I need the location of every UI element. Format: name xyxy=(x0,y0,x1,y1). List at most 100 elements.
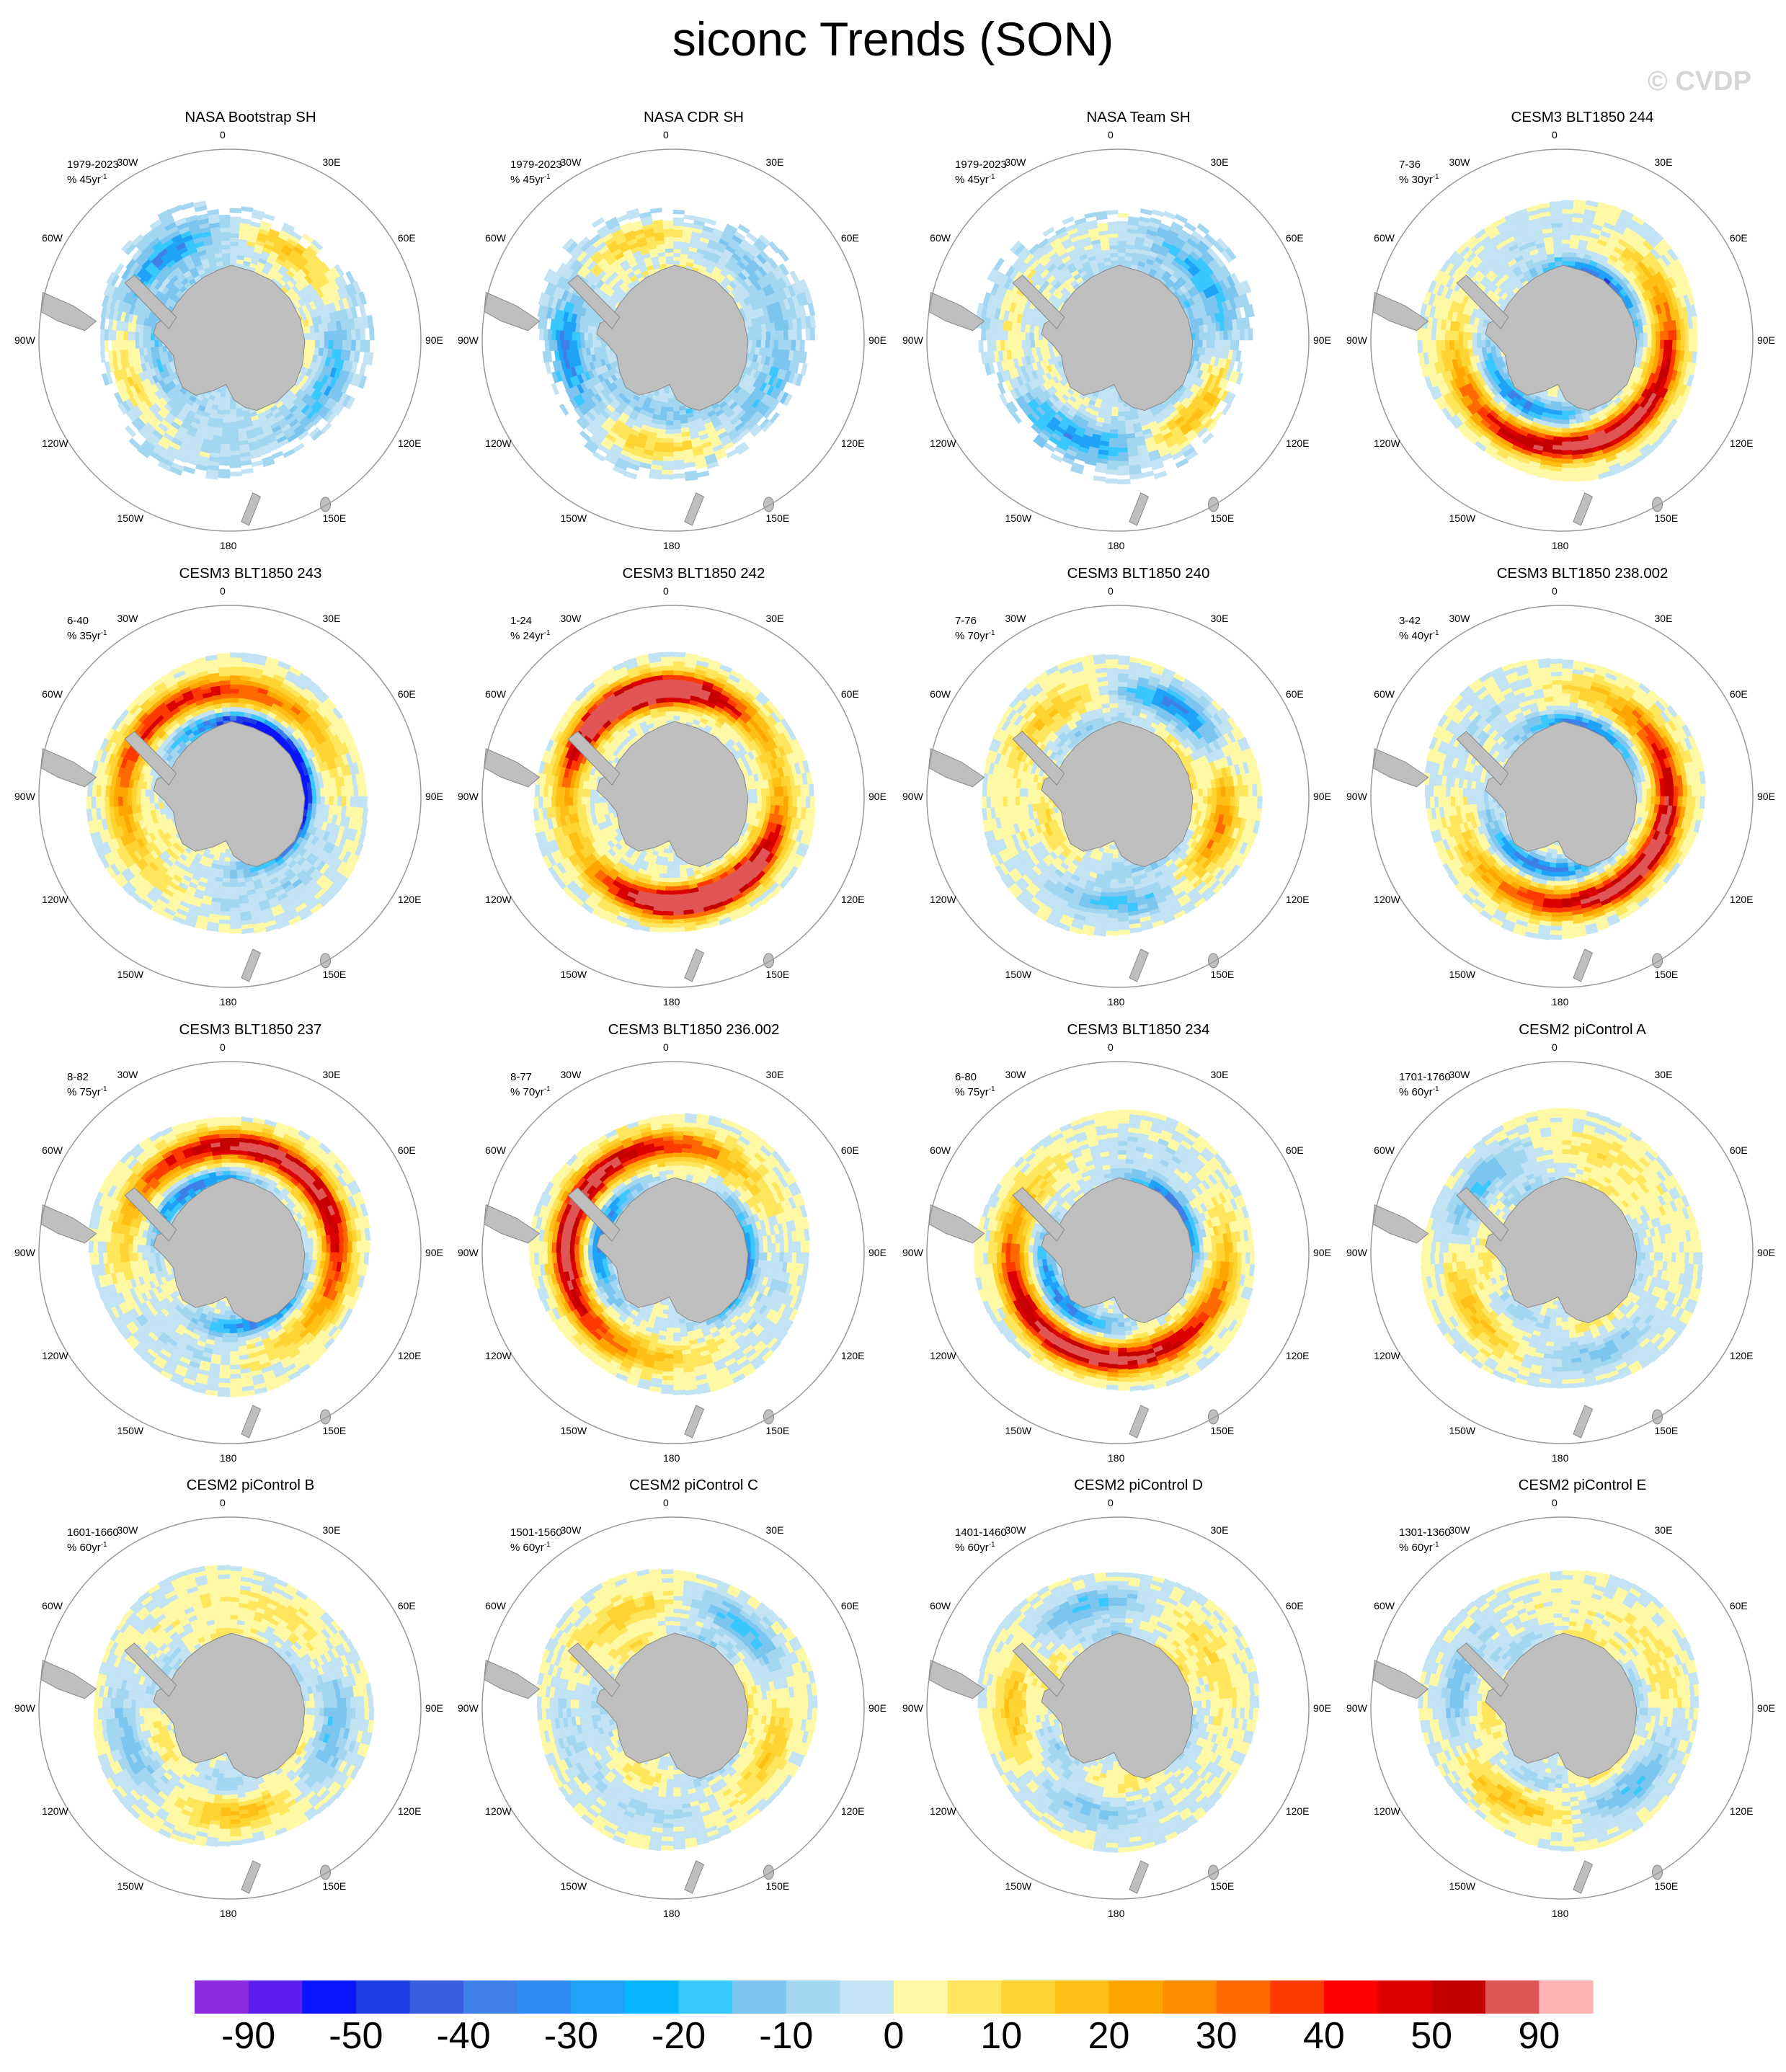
ice-trend-cell xyxy=(1655,339,1661,350)
ice-trend-cell xyxy=(672,419,681,426)
ice-trend-cell xyxy=(1651,332,1657,341)
south-america-landmass xyxy=(928,292,985,332)
ice-trend-cell xyxy=(218,460,231,466)
ice-trend-cell xyxy=(619,221,632,231)
ice-trend-cell xyxy=(605,216,618,227)
ice-trend-cell xyxy=(222,252,231,258)
ice-trend-cell xyxy=(1561,221,1573,227)
panel-period-info: 1979-2023% 45yr-1 xyxy=(510,159,562,186)
antarctica-landmass xyxy=(596,264,749,412)
ice-trend-cell xyxy=(672,411,680,417)
ice-trend-cell xyxy=(219,223,231,228)
ice-trend-cell xyxy=(672,209,685,215)
ice-trend-cell xyxy=(1639,339,1644,348)
ice-trend-cell xyxy=(157,461,172,472)
ice-trend-cell xyxy=(672,241,683,246)
ice-trend-cell xyxy=(706,461,719,470)
ice-trend-cell xyxy=(355,328,361,341)
ice-trend-cell xyxy=(665,420,674,426)
ice-trend-cell xyxy=(220,231,231,237)
ice-trend-cell xyxy=(726,448,739,458)
ice-trend-cell xyxy=(547,329,553,341)
ice-trend-cell xyxy=(229,233,240,239)
ice-trend-cell xyxy=(1110,252,1119,258)
ice-trend-cell xyxy=(555,329,561,341)
ice-trend-cell xyxy=(1021,339,1027,349)
polar-map xyxy=(38,148,422,532)
ice-trend-cell xyxy=(229,471,242,477)
longitude-label: 150E xyxy=(323,512,347,524)
ice-trend-cell xyxy=(229,442,240,448)
ice-trend-cell xyxy=(770,331,776,341)
ice-trend-cell xyxy=(805,328,812,341)
ice-trend-cell xyxy=(789,270,800,284)
polar-map xyxy=(1370,148,1754,532)
ice-trend-cell xyxy=(99,328,105,341)
ice-trend-cell xyxy=(1107,451,1119,457)
ice-trend-cell xyxy=(1117,416,1126,422)
ice-trend-cell xyxy=(1671,329,1677,341)
ice-trend-cell xyxy=(346,339,352,352)
ice-trend-cell xyxy=(1659,239,1672,252)
map-boundary-circle xyxy=(926,148,1310,532)
ice-trend-cell xyxy=(1004,339,1010,351)
ice-trend-cell xyxy=(672,236,683,242)
ice-trend-cell xyxy=(1117,411,1125,417)
ice-trend-cell xyxy=(369,327,375,341)
ice-trend-cell xyxy=(1026,339,1031,349)
ice-trend-cell xyxy=(543,268,554,283)
ice-trend-cell xyxy=(1105,478,1119,484)
ice-trend-cell xyxy=(760,339,766,349)
ice-trend-cell xyxy=(1008,339,1014,350)
ice-trend-cell xyxy=(99,339,105,352)
ice-trend-cell xyxy=(783,329,789,341)
ice-trend-cell xyxy=(1174,213,1189,224)
ice-trend-cell xyxy=(792,329,798,341)
ice-trend-cell xyxy=(1005,265,1016,278)
longitude-label: 120W xyxy=(42,437,68,449)
ice-trend-cell xyxy=(1016,331,1021,341)
ice-trend-cell xyxy=(113,263,125,276)
ice-trend-cell xyxy=(1643,339,1648,348)
ice-trend-cell xyxy=(364,339,370,353)
ice-trend-cell xyxy=(350,329,357,341)
ice-trend-cell xyxy=(130,339,136,350)
ice-trend-cell xyxy=(559,403,569,416)
ice-trend-cell xyxy=(672,244,682,250)
ice-trend-cell xyxy=(358,375,368,389)
panel-title: NASA CDR SH xyxy=(471,108,917,127)
ice-trend-cell xyxy=(182,466,196,474)
longitude-label: 60W xyxy=(930,232,951,244)
ice-trend-cell xyxy=(1196,223,1210,235)
longitude-label: 90E xyxy=(425,334,443,346)
ice-trend-cell xyxy=(1049,453,1063,463)
ice-trend-cell xyxy=(1194,332,1200,341)
ice-trend-cell xyxy=(795,339,801,352)
ice-trend-cell xyxy=(997,382,1006,395)
ice-trend-cell xyxy=(665,429,674,435)
ice-trend-cell xyxy=(572,339,578,350)
ice-trend-cell xyxy=(733,231,746,241)
ice-trend-cell xyxy=(1692,339,1698,352)
ice-trend-cell xyxy=(127,331,132,341)
ice-trend-cell xyxy=(1688,339,1694,352)
ice-trend-cell xyxy=(1117,244,1127,249)
ice-trend-cell xyxy=(1109,244,1119,250)
ice-trend-cell xyxy=(661,469,674,476)
antarctica-landmass xyxy=(153,264,306,412)
ice-trend-cell xyxy=(1223,330,1229,341)
ice-trend-cell xyxy=(192,200,207,208)
ice-trend-cell xyxy=(1011,412,1022,424)
ice-trend-cell xyxy=(748,332,754,341)
ice-trend-cell xyxy=(663,447,674,453)
ice-trend-cell xyxy=(134,332,140,341)
longitude-label: 0 xyxy=(663,129,669,141)
ice-trend-cell xyxy=(587,332,593,341)
ice-trend-cell xyxy=(1561,234,1572,240)
ice-trend-cell xyxy=(1561,213,1573,218)
ice-trend-cell xyxy=(1007,330,1013,341)
ice-trend-cell xyxy=(1151,462,1165,471)
longitude-label: 60W xyxy=(485,232,506,244)
ice-trend-cell xyxy=(576,339,582,350)
ice-trend-cell xyxy=(551,371,559,384)
